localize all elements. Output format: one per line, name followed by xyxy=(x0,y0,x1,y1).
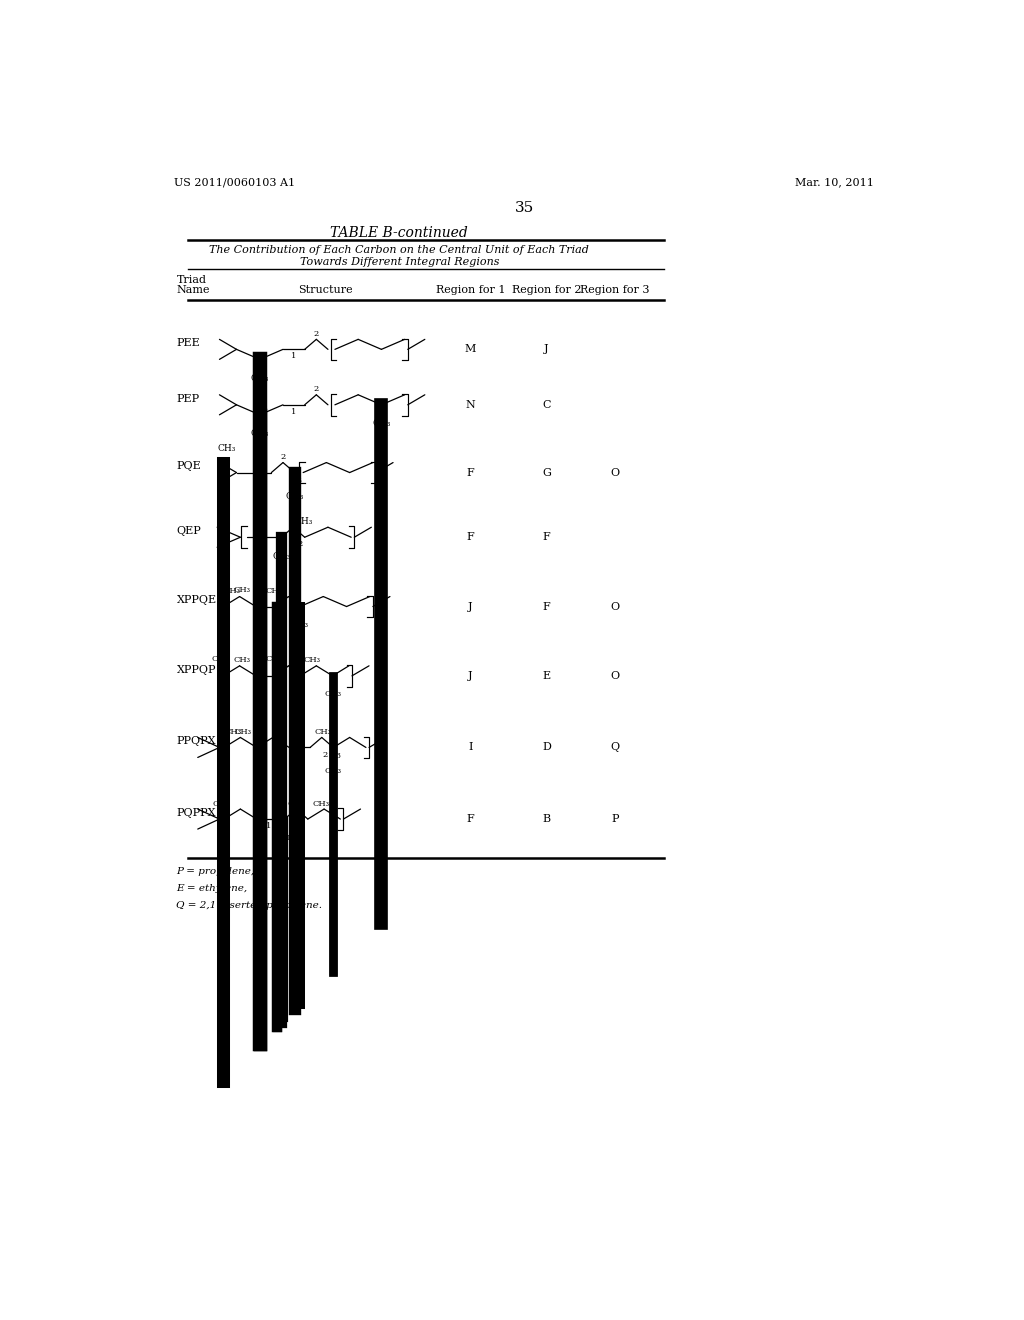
Text: 1: 1 xyxy=(296,751,301,759)
Text: 3: 3 xyxy=(296,477,301,484)
Text: CH₃: CH₃ xyxy=(224,727,241,737)
Text: 2: 2 xyxy=(299,822,304,830)
Text: CH₃: CH₃ xyxy=(213,800,229,808)
Text: E = ethylene,: E = ethylene, xyxy=(176,884,247,892)
Text: 1: 1 xyxy=(265,822,271,830)
Text: F: F xyxy=(467,814,474,824)
Text: 1: 1 xyxy=(258,475,263,483)
Text: CH₃: CH₃ xyxy=(292,622,308,630)
Text: 2: 2 xyxy=(281,453,286,461)
Text: PQE: PQE xyxy=(177,462,202,471)
Text: J: J xyxy=(544,345,549,354)
Text: CH₃: CH₃ xyxy=(314,727,332,737)
Text: 35: 35 xyxy=(515,201,535,215)
Text: F: F xyxy=(467,467,474,478)
Text: QEP: QEP xyxy=(177,527,202,536)
Text: CH₃: CH₃ xyxy=(265,655,283,663)
Text: PEE: PEE xyxy=(177,338,201,348)
Text: CH₃: CH₃ xyxy=(325,690,341,698)
Text: XPPQP: XPPQP xyxy=(177,665,216,675)
Text: CH₃: CH₃ xyxy=(233,586,251,594)
Text: 1: 1 xyxy=(260,678,265,686)
Text: G: G xyxy=(542,467,551,478)
Text: The Contribution of Each Carbon on the Central Unit of Each Triad: The Contribution of Each Carbon on the C… xyxy=(209,246,589,255)
Text: 1: 1 xyxy=(291,352,297,360)
Text: P: P xyxy=(611,814,618,824)
Text: Name: Name xyxy=(177,285,210,294)
Text: Structure: Structure xyxy=(298,285,353,294)
Text: 1: 1 xyxy=(260,610,265,618)
Text: 1: 1 xyxy=(260,540,265,548)
Text: Q: Q xyxy=(610,742,620,752)
Text: PEP: PEP xyxy=(177,393,200,404)
Text: O: O xyxy=(610,671,620,681)
Text: 2: 2 xyxy=(313,385,318,393)
Text: CH₃: CH₃ xyxy=(218,445,237,453)
Text: CH₃: CH₃ xyxy=(276,834,293,842)
Text: CH₃: CH₃ xyxy=(233,656,251,664)
Text: CH₃: CH₃ xyxy=(312,800,330,808)
Text: CH₃: CH₃ xyxy=(251,374,269,383)
Text: 3: 3 xyxy=(335,752,340,760)
Text: 2: 2 xyxy=(298,540,303,548)
Text: 3: 3 xyxy=(298,799,303,807)
Text: Mar. 10, 2011: Mar. 10, 2011 xyxy=(795,178,873,187)
Text: CH₃: CH₃ xyxy=(234,727,251,737)
Text: Q = 2,1 inserted propylene.: Q = 2,1 inserted propylene. xyxy=(176,900,323,909)
Text: 1: 1 xyxy=(291,408,297,416)
Text: Region for 2: Region for 2 xyxy=(512,285,582,294)
Text: PQPPX: PQPPX xyxy=(177,808,216,818)
Text: J: J xyxy=(468,671,473,681)
Text: B: B xyxy=(543,814,551,824)
Text: 3: 3 xyxy=(280,598,284,606)
Text: 2: 2 xyxy=(291,610,296,618)
Text: F: F xyxy=(543,602,550,611)
Text: O: O xyxy=(610,602,620,611)
Text: Towards Different Integral Regions: Towards Different Integral Regions xyxy=(299,257,499,267)
Text: CH₃: CH₃ xyxy=(265,587,283,595)
Text: XPPQE: XPPQE xyxy=(177,595,217,606)
Text: CH₃: CH₃ xyxy=(212,655,228,663)
Text: 2: 2 xyxy=(291,678,296,686)
Text: Region for 3: Region for 3 xyxy=(580,285,649,294)
Text: CH₃: CH₃ xyxy=(325,767,342,775)
Text: P = propylene,: P = propylene, xyxy=(176,867,254,875)
Text: N: N xyxy=(466,400,475,409)
Text: 2: 2 xyxy=(313,330,318,338)
Text: F: F xyxy=(467,532,474,543)
Text: CH₃: CH₃ xyxy=(272,552,291,561)
Text: F: F xyxy=(543,532,550,543)
Text: CH₃: CH₃ xyxy=(295,516,313,525)
Text: I: I xyxy=(468,742,473,752)
Text: CH₃: CH₃ xyxy=(288,800,305,808)
Text: Triad: Triad xyxy=(177,276,207,285)
Text: O: O xyxy=(610,467,620,478)
Text: CH₃: CH₃ xyxy=(303,656,321,664)
Text: C: C xyxy=(543,400,551,409)
Text: J: J xyxy=(468,602,473,611)
Text: PPQPX: PPQPX xyxy=(177,737,216,746)
Text: D: D xyxy=(542,742,551,752)
Text: CH₃: CH₃ xyxy=(223,587,241,595)
Text: M: M xyxy=(465,345,476,354)
Text: CH₃: CH₃ xyxy=(251,429,269,438)
Text: CH₃: CH₃ xyxy=(286,492,304,500)
Text: CH₃: CH₃ xyxy=(373,420,390,429)
Text: 3: 3 xyxy=(280,667,284,675)
Text: 2: 2 xyxy=(323,751,328,759)
Text: E: E xyxy=(543,671,551,681)
Text: US 2011/0060103 A1: US 2011/0060103 A1 xyxy=(174,178,296,187)
Text: TABLE B-continued: TABLE B-continued xyxy=(331,226,468,240)
Text: Region for 1: Region for 1 xyxy=(436,285,505,294)
